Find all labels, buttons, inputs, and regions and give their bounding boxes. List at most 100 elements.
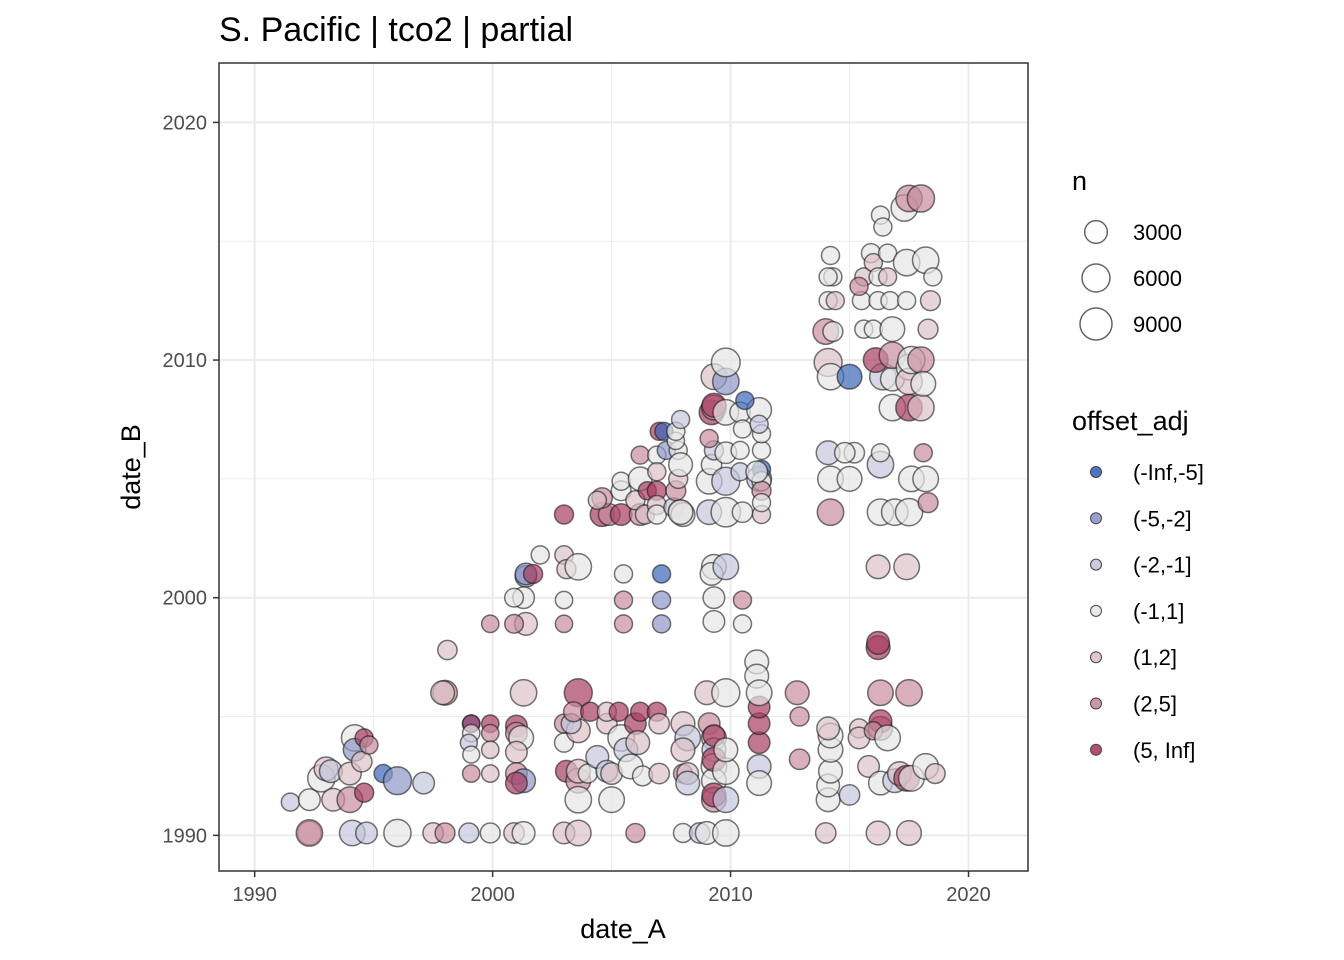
- data-point: [479, 822, 501, 844]
- data-point: [651, 614, 672, 634]
- data-point: [735, 390, 755, 411]
- data-point: [699, 428, 719, 449]
- data-point: [530, 545, 550, 565]
- data-point: [297, 788, 321, 812]
- data-point: [670, 409, 691, 430]
- data-point: [816, 498, 845, 527]
- data-point: [667, 499, 694, 526]
- data-point: [625, 822, 646, 844]
- data-point: [648, 762, 671, 785]
- size-legend-key: [1079, 307, 1113, 341]
- data-point: [613, 590, 634, 610]
- data-point: [564, 819, 592, 847]
- data-point: [613, 614, 634, 634]
- data-point: [836, 363, 863, 390]
- data-point: [873, 217, 893, 237]
- data-point: [906, 393, 935, 422]
- data-point: [919, 289, 942, 312]
- data-point: [710, 347, 741, 378]
- data-point: [866, 679, 895, 707]
- data-point: [647, 461, 667, 482]
- data-point: [613, 564, 634, 584]
- y-tick-label: 2000: [163, 588, 208, 610]
- data-point: [383, 818, 412, 848]
- data-point: [608, 701, 629, 723]
- data-point: [353, 782, 375, 803]
- color-legend-label: (-5,-2]: [1133, 506, 1192, 531]
- size-legend-title: n: [1072, 166, 1087, 196]
- data-point: [822, 320, 844, 343]
- plot-border: [218, 62, 1029, 872]
- data-point: [675, 770, 701, 796]
- data-point: [713, 737, 739, 763]
- data-point: [917, 491, 939, 514]
- data-point: [833, 441, 856, 464]
- x-axis-title: date_A: [580, 914, 666, 944]
- x-axis: 1990 2000 2010 2020: [232, 871, 991, 906]
- data-point: [865, 820, 891, 846]
- data-point: [924, 762, 946, 785]
- data-point: [480, 723, 500, 743]
- y-tick-label: 1990: [163, 825, 208, 847]
- color-legend-label: (-2,-1]: [1133, 553, 1192, 578]
- data-point: [598, 786, 626, 814]
- color-legend-key: [1090, 466, 1102, 478]
- y-tick-label: 2020: [163, 112, 208, 134]
- data-point: [354, 821, 379, 845]
- data-point: [480, 740, 500, 760]
- data-point: [359, 735, 379, 755]
- data-point: [877, 267, 898, 287]
- data-point: [651, 564, 672, 584]
- data-point: [437, 639, 458, 661]
- data-point: [732, 419, 753, 439]
- color-legend-key: [1090, 651, 1102, 664]
- data-point: [865, 630, 891, 655]
- data-point: [745, 679, 773, 707]
- color-legend-label: (-Inf,-5]: [1133, 460, 1204, 485]
- size-legend-label: 6000: [1133, 266, 1182, 291]
- data-point: [630, 445, 650, 465]
- data-point: [667, 452, 694, 478]
- color-legend-title: offset_adj: [1072, 406, 1189, 436]
- data-point: [788, 748, 811, 771]
- size-legend-key: [1083, 219, 1109, 245]
- data-points: [280, 184, 946, 848]
- data-point: [382, 765, 413, 796]
- data-point: [749, 414, 769, 434]
- data-point: [504, 740, 528, 764]
- color-legend-key: [1090, 604, 1102, 617]
- data-point: [554, 590, 574, 610]
- data-point: [731, 501, 754, 524]
- y-tick-label: 2010: [163, 350, 208, 372]
- size-legend: n 3000 6000 9000: [1072, 166, 1182, 341]
- data-point: [504, 771, 528, 795]
- data-point: [712, 553, 740, 581]
- data-point: [503, 613, 525, 634]
- data-point: [870, 442, 891, 463]
- y-axis: 1990 2000 2010 2020: [163, 112, 219, 847]
- data-point: [825, 290, 846, 311]
- size-legend-label: 3000: [1133, 220, 1182, 245]
- size-legend-key: [1081, 263, 1111, 293]
- color-legend-key: [1090, 743, 1102, 756]
- data-point: [732, 614, 753, 634]
- data-point: [865, 554, 891, 580]
- data-point: [503, 587, 525, 608]
- data-point: [480, 764, 500, 783]
- data-point: [893, 553, 921, 581]
- data-point: [412, 771, 436, 795]
- color-legend-key: [1090, 512, 1102, 525]
- data-point: [816, 716, 841, 741]
- y-axis-title: date_B: [116, 424, 146, 510]
- data-point: [906, 184, 936, 213]
- data-point: [895, 819, 923, 847]
- x-tick-label: 2020: [946, 884, 991, 906]
- size-legend-label: 9000: [1133, 312, 1182, 337]
- plot-panel: [218, 62, 1029, 872]
- data-point: [923, 267, 943, 287]
- data-point: [820, 245, 841, 266]
- x-tick-label: 2000: [470, 884, 515, 906]
- color-legend-key: [1090, 697, 1102, 710]
- data-point: [430, 680, 456, 706]
- data-point: [712, 786, 740, 814]
